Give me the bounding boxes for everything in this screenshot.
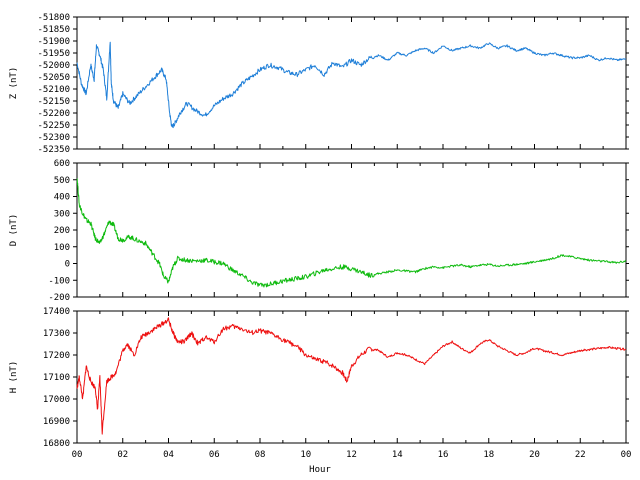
y-tick-label: -200 bbox=[48, 293, 70, 303]
y-tick-label: -51800 bbox=[37, 13, 70, 23]
x-tick-label: 14 bbox=[392, 450, 403, 460]
y-tick-label: -52300 bbox=[37, 133, 70, 143]
y-tick-label: -51900 bbox=[37, 37, 70, 47]
y-tick-label: 100 bbox=[54, 243, 70, 253]
x-tick-label: 02 bbox=[117, 450, 128, 460]
x-tick-label: 16 bbox=[438, 450, 449, 460]
x-tick-label: 20 bbox=[529, 450, 540, 460]
y-tick-label: 200 bbox=[54, 226, 70, 236]
y-tick-label: 400 bbox=[54, 193, 70, 203]
h-panel: 17400 17300 17200 17100 17000 16900 16800 H (nT… bbox=[9, 307, 629, 449]
y-tick-label: 17100 bbox=[43, 373, 70, 383]
x-tick-label: 08 bbox=[255, 450, 266, 460]
y-tick-label: 600 bbox=[54, 159, 70, 169]
x-axis-label: Hour bbox=[309, 465, 331, 475]
y-tick-label: -52250 bbox=[37, 121, 70, 131]
x-tick-label: 06 bbox=[209, 450, 220, 460]
z-plot-frame bbox=[76, 16, 627, 150]
d-plot-frame bbox=[76, 162, 627, 298]
x-tick-label: 12 bbox=[346, 450, 357, 460]
y-tick-label: 0 bbox=[65, 260, 70, 270]
x-tick-label: 00 bbox=[621, 450, 632, 460]
y-tick-label: -51850 bbox=[37, 25, 70, 35]
x-axis: 00 02 04 06 08 10 12 14 16 18 20 22 00 bbox=[72, 450, 632, 460]
x-tick-label: 10 bbox=[300, 450, 311, 460]
d-axis-label: D (nT) bbox=[9, 214, 19, 247]
y-tick-label: -52150 bbox=[37, 97, 70, 107]
y-tick-label: 17000 bbox=[43, 395, 70, 405]
y-tick-label: -52000 bbox=[37, 61, 70, 71]
y-tick-label: 300 bbox=[54, 209, 70, 219]
h-plot-frame bbox=[76, 310, 627, 444]
d-panel: 600 500 400 300 200 100 0 -100 -200 D (nT) bbox=[9, 159, 629, 303]
z-series-line bbox=[76, 41, 627, 129]
y-tick-label: -52100 bbox=[37, 85, 70, 95]
y-tick-label: 500 bbox=[54, 176, 70, 186]
h-axis-label: H (nT) bbox=[9, 361, 19, 394]
h-series-line bbox=[76, 317, 627, 435]
z-axis-label: Z (nT) bbox=[9, 67, 19, 100]
y-tick-label: 17400 bbox=[43, 307, 70, 317]
x-tick-label: 04 bbox=[163, 450, 174, 460]
x-tick-label: 22 bbox=[575, 450, 586, 460]
y-tick-label: 17300 bbox=[43, 329, 70, 339]
y-tick-label: -52350 bbox=[37, 145, 70, 155]
y-tick-label: -51950 bbox=[37, 49, 70, 59]
y-tick-label: -100 bbox=[48, 276, 70, 286]
d-series-line bbox=[76, 178, 627, 288]
x-tick-label: 18 bbox=[483, 450, 494, 460]
x-tick-label: 00 bbox=[72, 450, 83, 460]
y-tick-label: 17200 bbox=[43, 351, 70, 361]
y-tick-label: -52200 bbox=[37, 109, 70, 119]
y-tick-label: 16900 bbox=[43, 417, 70, 427]
y-tick-label: 16800 bbox=[43, 439, 70, 449]
z-panel: -51800 -51850 -51900 -51950 -52000 -52050 -521… bbox=[9, 13, 629, 155]
y-tick-label: -52050 bbox=[37, 73, 70, 83]
